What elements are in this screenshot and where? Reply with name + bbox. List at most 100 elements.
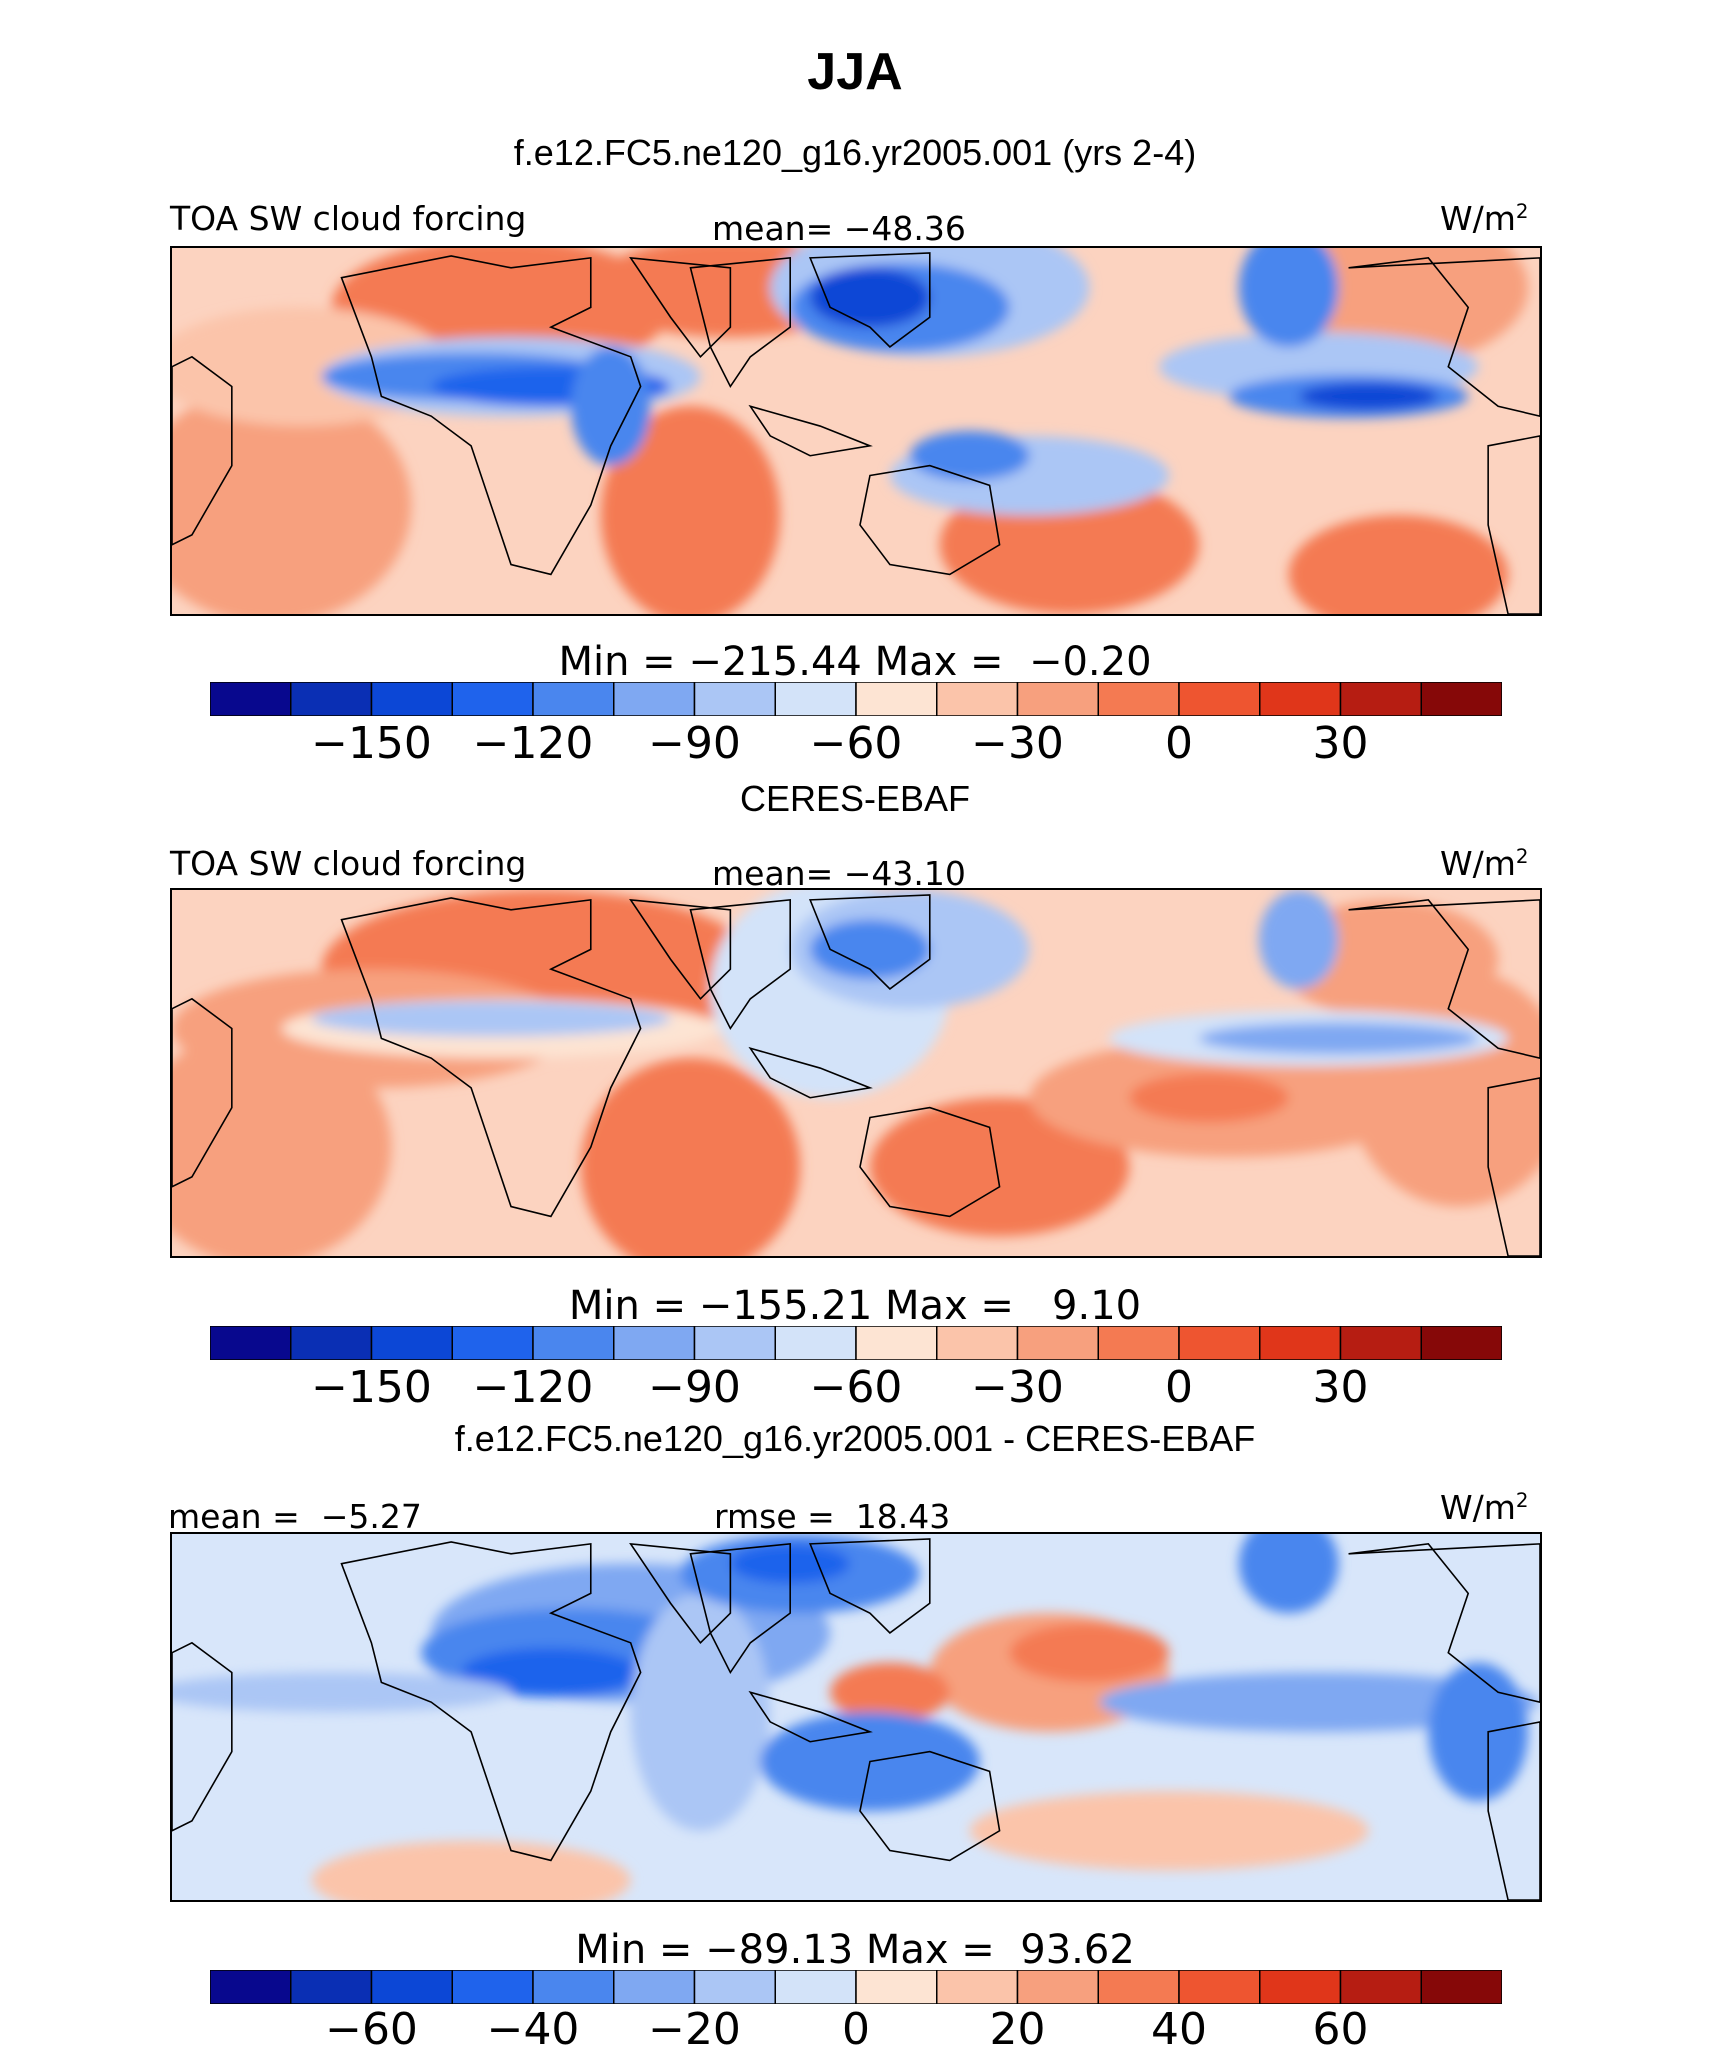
colorbar-swatch — [1178, 682, 1261, 716]
colorbar-swatch — [936, 682, 1019, 716]
colorbar-swatch — [1016, 1970, 1099, 2004]
colorbar-tick-label: −150 — [311, 718, 432, 769]
colorbar-swatch — [855, 682, 938, 716]
panel-1-colorbar — [210, 682, 1502, 716]
colorbar-swatch — [1259, 1970, 1342, 2004]
panel-3-colorbar-ticks: −60 −40 −20 0 20 40 60 — [210, 2008, 1502, 2056]
panel-3-subtitle: f.e12.FC5.ne120_g16.yr2005.001 - CERES-E… — [454, 1418, 1256, 1459]
contour-region — [311, 1840, 631, 1900]
colorbar-tick-label: −120 — [472, 718, 594, 769]
colorbar-swatch — [290, 682, 373, 716]
panel-1-colorbar-ticks: −150 −120 −90 −60 −30 0 30 — [210, 722, 1502, 770]
panel-2-colorbar-ticks: −150 −120 −90 −60 −30 0 30 — [210, 1366, 1502, 1414]
colorbar-tick-label: 20 — [989, 2004, 1046, 2055]
contour-region — [909, 431, 1030, 481]
coastline — [748, 404, 873, 457]
contour-region — [969, 1791, 1369, 1871]
colorbar-swatch — [613, 1326, 696, 1360]
colorbar-swatch — [693, 1326, 776, 1360]
colorbar-swatch — [1178, 1326, 1261, 1360]
panel-2-units: W/m2 — [1440, 844, 1529, 883]
colorbar-tick-label: −120 — [472, 1362, 594, 1413]
coastline — [808, 1538, 931, 1634]
coastline — [172, 355, 233, 546]
colorbar-swatch — [370, 1326, 453, 1360]
coastline — [1487, 435, 1540, 614]
coastline — [859, 464, 1001, 576]
colorbar-swatch — [210, 1326, 292, 1360]
colorbar-swatch — [532, 1326, 615, 1360]
coastline — [859, 1750, 1001, 1862]
panel-1-variable-label: TOA SW cloud forcing — [170, 199, 527, 238]
colorbar-swatch — [370, 1970, 453, 2004]
panel-1-min-max: Min = −215.44 Max = −0.20 — [558, 639, 1152, 685]
panel-1-map — [170, 246, 1542, 616]
colorbar-swatch — [1420, 682, 1502, 716]
colorbar-swatch — [1016, 682, 1099, 716]
contour-region — [570, 346, 651, 466]
coastline — [689, 899, 791, 1031]
coastline — [1348, 1543, 1540, 1703]
colorbar-tick-label: 30 — [1312, 1362, 1369, 1413]
contour-region — [1428, 1662, 1529, 1802]
contour-region — [311, 1000, 671, 1037]
colorbar-tick-label: 0 — [1165, 718, 1193, 769]
colorbar-tick-label: −60 — [325, 2004, 418, 2055]
colorbar-swatch — [693, 682, 776, 716]
colorbar-swatch — [1178, 1970, 1261, 2004]
panel-2-variable-label: TOA SW cloud forcing — [170, 844, 527, 883]
colorbar-swatch — [774, 1326, 857, 1360]
colorbar-swatch — [855, 1970, 938, 2004]
colorbar-swatch — [532, 682, 615, 716]
contour-region — [869, 1097, 1130, 1237]
colorbar-tick-label: −60 — [809, 1362, 903, 1413]
panel-3-rmse-label: rmse = 18.43 — [714, 1497, 951, 1536]
colorbar-swatch — [210, 682, 292, 716]
coastline — [808, 894, 931, 990]
colorbar-swatch — [1339, 1970, 1422, 2004]
colorbar-swatch — [774, 1970, 857, 2004]
coastline — [1348, 899, 1540, 1059]
panel-1-mean-label: mean= −48.36 — [712, 209, 966, 248]
coastline — [808, 252, 931, 348]
contour-region — [172, 1672, 511, 1713]
panel-3-map — [170, 1532, 1542, 1902]
colorbar-tick-label: −30 — [971, 718, 1064, 769]
contour-region — [580, 1058, 801, 1256]
colorbar-swatch — [1259, 1326, 1342, 1360]
contour-region — [1198, 1022, 1479, 1055]
contour-region — [1298, 382, 1439, 411]
panel-1-subtitle: f.e12.FC5.ne120_g16.yr2005.001 (yrs 2-4) — [513, 132, 1197, 173]
contour-region — [461, 1647, 641, 1698]
coastline — [340, 255, 642, 576]
colorbar-swatch — [451, 1326, 534, 1360]
coastline — [1487, 1077, 1540, 1256]
colorbar-swatch — [1420, 1326, 1502, 1360]
coastline — [689, 1543, 791, 1675]
colorbar-swatch — [855, 1326, 938, 1360]
colorbar-swatch — [774, 682, 857, 716]
colorbar-swatch — [613, 682, 696, 716]
colorbar-swatch — [613, 1970, 696, 2004]
coastline — [1348, 257, 1540, 417]
coastline — [689, 257, 791, 389]
contour-region — [1099, 1672, 1539, 1732]
colorbar-tick-label: −150 — [311, 1362, 432, 1413]
contour-region — [1238, 248, 1339, 347]
contour-region — [1288, 515, 1509, 614]
panel-1-units: W/m2 — [1440, 199, 1529, 238]
colorbar-swatch — [1097, 1326, 1180, 1360]
colorbar-swatch — [451, 682, 534, 716]
contour-region — [630, 1593, 771, 1831]
colorbar-swatch — [936, 1326, 1019, 1360]
colorbar-tick-label: 40 — [1151, 2004, 1207, 2055]
colorbar-tick-label: 0 — [1165, 1362, 1193, 1413]
coastline — [172, 1641, 233, 1832]
contour-region — [1258, 890, 1339, 989]
contour-region — [1009, 1623, 1170, 1683]
panel-2-subtitle: CERES-EBAF — [739, 778, 971, 819]
colorbar-tick-label: −60 — [809, 718, 903, 769]
contour-region — [810, 919, 930, 980]
colorbar-tick-label: 0 — [842, 2004, 870, 2055]
colorbar-swatch — [210, 1970, 292, 2004]
